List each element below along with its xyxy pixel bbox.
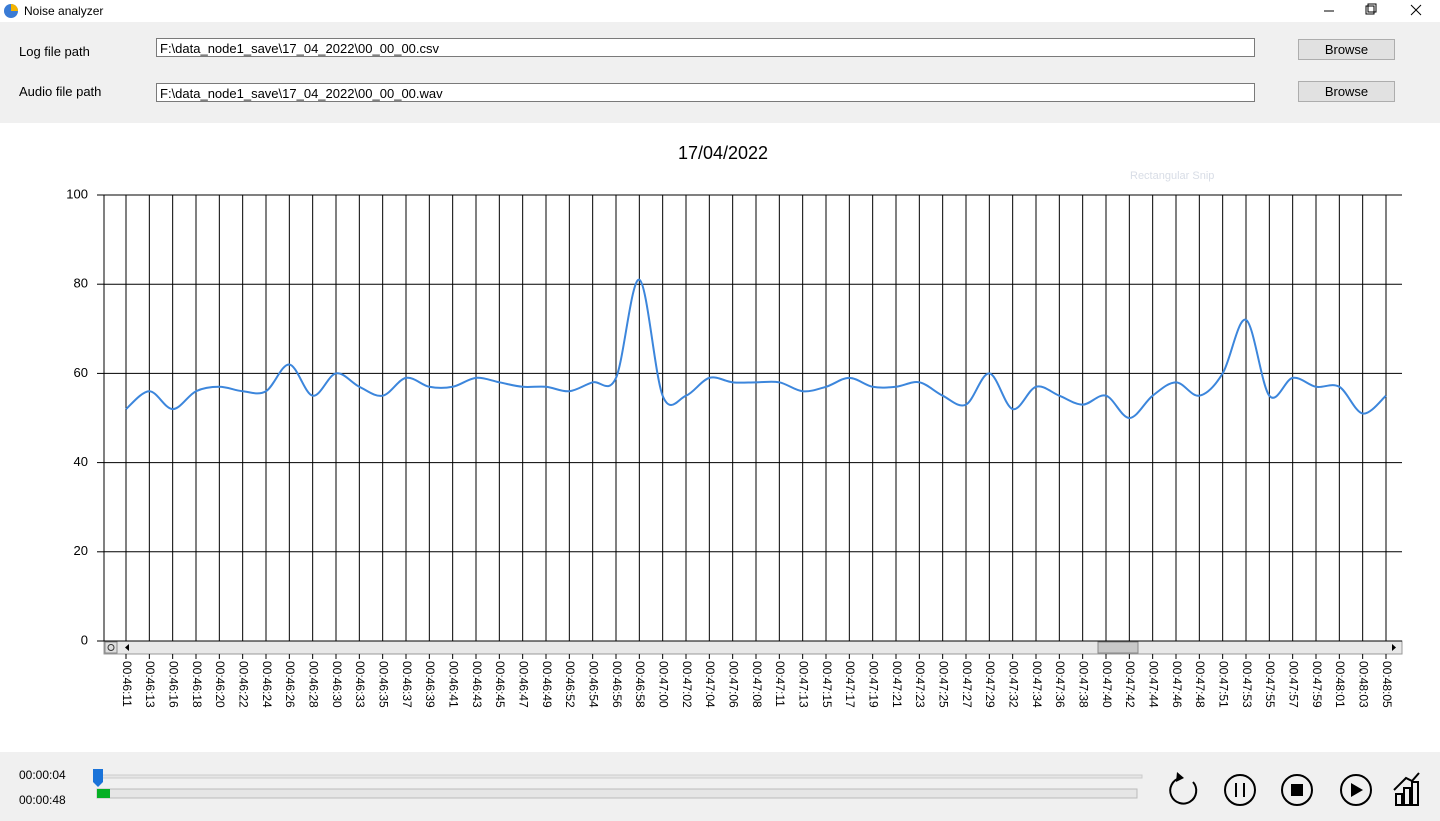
x-tick-label: 00:46:26 xyxy=(283,661,297,708)
chart-title: 17/04/2022 xyxy=(678,143,768,163)
y-tick-label: 100 xyxy=(66,186,88,201)
x-tick-label: 00:47:08 xyxy=(750,661,764,708)
x-tick-label: 00:46:16 xyxy=(166,661,180,708)
x-tick-label: 00:46:52 xyxy=(563,661,577,708)
y-tick-label: 0 xyxy=(81,632,88,647)
x-tick-label: 00:46:33 xyxy=(353,661,367,708)
x-tick-label: 00:46:39 xyxy=(423,661,437,708)
x-tick-label: 00:47:25 xyxy=(936,661,950,708)
data-line xyxy=(125,278,1387,420)
scrollbar[interactable] xyxy=(103,640,1403,655)
x-tick-label: 00:47:23 xyxy=(913,661,927,708)
app-icon xyxy=(4,4,18,18)
x-tick-label: 00:47:53 xyxy=(1240,661,1254,708)
x-tick-label: 00:46:20 xyxy=(213,661,227,708)
x-tick-label: 00:47:44 xyxy=(1146,661,1160,708)
x-tick-label: 00:46:41 xyxy=(446,661,460,708)
total-time: 00:00:48 xyxy=(19,793,66,807)
x-tick-label: 00:47:00 xyxy=(656,661,670,708)
x-tick-label: 00:47:04 xyxy=(703,661,717,708)
y-tick-label: 80 xyxy=(74,276,88,291)
x-tick-label: 00:47:17 xyxy=(843,661,857,708)
x-tick-label: 00:46:13 xyxy=(143,661,157,708)
x-tick-label: 00:47:11 xyxy=(773,661,787,707)
x-tick-label: 00:47:48 xyxy=(1193,661,1207,708)
x-tick-label: 00:48:01 xyxy=(1333,661,1347,708)
progress-controls[interactable] xyxy=(90,765,1150,805)
x-tick-label: 00:46:43 xyxy=(470,661,484,708)
x-tick-label: 00:47:55 xyxy=(1263,661,1277,708)
x-tick-label: 00:47:21 xyxy=(890,661,904,708)
x-tick-label: 00:47:34 xyxy=(1030,661,1044,708)
chart: 17/04/2022 Rectangular Snip 0 20 40 60 80 100… xyxy=(66,143,1403,708)
current-time: 00:00:04 xyxy=(19,768,66,782)
x-tick-label: 00:46:49 xyxy=(540,661,554,708)
x-tick-label: 00:46:54 xyxy=(586,661,600,708)
title-bar: Noise analyzer xyxy=(0,0,1440,22)
x-tick-label: 00:46:18 xyxy=(190,661,204,708)
x-tick-label: 00:46:56 xyxy=(610,661,624,708)
log-path-input[interactable]: F:\data_node1_save\17_04_2022\00_00_00.c… xyxy=(156,38,1255,57)
y-tick-label: 40 xyxy=(74,454,88,469)
x-tick-label: 00:46:24 xyxy=(260,661,274,708)
x-tick-label: 00:46:30 xyxy=(330,661,344,708)
x-tick-label: 00:47:06 xyxy=(726,661,740,708)
x-tick-label: 00:47:29 xyxy=(983,661,997,708)
x-tick-label: 00:46:11 xyxy=(120,661,134,707)
x-tick-label: 00:47:19 xyxy=(866,661,880,708)
window-controls[interactable] xyxy=(1310,0,1440,22)
x-tick-label: 00:47:15 xyxy=(820,661,834,708)
x-tick-label: 00:47:32 xyxy=(1006,661,1020,708)
x-tick-label: 00:47:57 xyxy=(1286,661,1300,708)
log-label: Log file path xyxy=(19,44,90,59)
x-tick-label: 00:47:13 xyxy=(796,661,810,708)
x-tick-label: 00:47:51 xyxy=(1216,661,1230,708)
audio-label: Audio file path xyxy=(19,84,102,99)
y-tick-label: 60 xyxy=(74,365,88,380)
x-tick-label: 00:46:47 xyxy=(516,661,530,708)
player-buttons[interactable] xyxy=(1160,768,1440,812)
x-tick-label: 00:47:40 xyxy=(1100,661,1114,708)
y-tick-label: 20 xyxy=(74,543,88,558)
x-tick-label: 00:47:59 xyxy=(1310,661,1324,708)
audio-path-input[interactable]: F:\data_node1_save\17_04_2022\00_00_00.w… xyxy=(156,83,1255,102)
x-tick-label: 00:47:38 xyxy=(1076,661,1090,708)
x-tick-label: 00:46:37 xyxy=(400,661,414,708)
x-tick-label: 00:47:27 xyxy=(960,661,974,708)
browse-button[interactable]: Browse xyxy=(1298,81,1395,102)
x-tick-label: 00:46:45 xyxy=(493,661,507,708)
x-tick-label: 00:46:22 xyxy=(236,661,250,708)
player-panel xyxy=(0,752,1440,821)
x-tick-label: 00:48:05 xyxy=(1380,661,1394,708)
x-tick-label: 00:47:02 xyxy=(680,661,694,708)
x-tick-label: 00:47:42 xyxy=(1123,661,1137,708)
x-tick-label: 00:46:35 xyxy=(376,661,390,708)
x-tick-label: 00:47:46 xyxy=(1170,661,1184,708)
window-title: Noise analyzer xyxy=(24,4,104,18)
overlay-text: Rectangular Snip xyxy=(1130,170,1214,182)
x-tick-label: 00:47:36 xyxy=(1053,661,1067,708)
x-tick-label: 00:46:28 xyxy=(306,661,320,708)
browse-button[interactable]: Browse xyxy=(1298,39,1395,60)
x-tick-label: 00:46:58 xyxy=(633,661,647,708)
x-tick-label: 00:48:03 xyxy=(1356,661,1370,708)
